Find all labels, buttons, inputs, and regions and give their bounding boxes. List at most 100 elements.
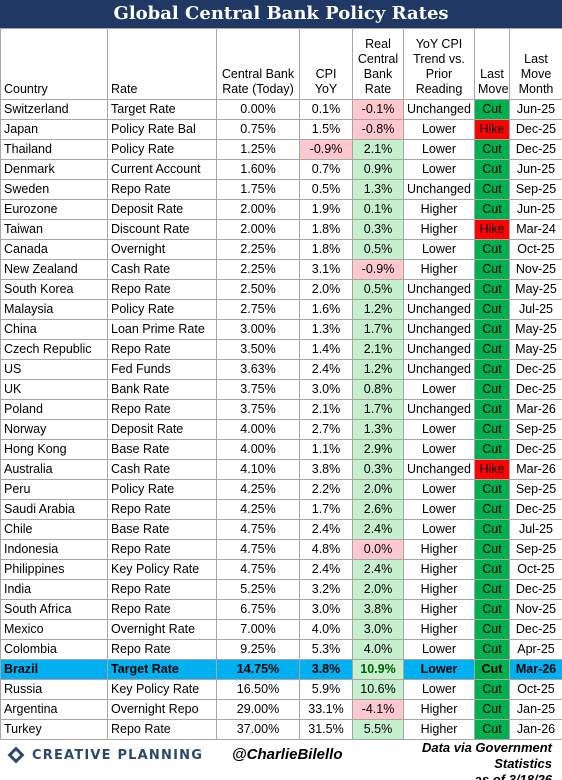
rates-table: Country Rate Central Bank Rate (Today) C…	[0, 28, 562, 740]
table-body: Switzerland Target Rate 0.00% 0.1% -0.1% Unch…	[0, 99, 562, 740]
real-rate-cell: 1.3%	[352, 179, 404, 200]
last-move-month-cell: Mar-26	[509, 659, 562, 680]
last-move-month-cell: Sep-25	[509, 479, 562, 500]
last-move-month-cell: May-25	[509, 279, 562, 300]
real-rate-cell: 2.4%	[352, 519, 404, 540]
cpi-trend-cell: Higher	[403, 619, 475, 640]
real-rate-cell: 2.6%	[352, 499, 404, 520]
last-move-cell: Cut	[474, 279, 510, 300]
cpi-trend-cell: Unchanged	[403, 399, 475, 420]
country-cell: Argentina	[0, 699, 108, 720]
last-move-cell: Cut	[474, 159, 510, 180]
last-move-cell: Cut	[474, 179, 510, 200]
country-cell: Philippines	[0, 559, 108, 580]
rate-name-cell: Policy Rate	[107, 299, 217, 320]
table-row: Thailand Policy Rate 1.25% -0.9% 2.1% Lower Cu…	[0, 139, 562, 160]
table-row: Saudi Arabia Repo Rate 4.25% 1.7% 2.6% Lower C…	[0, 499, 562, 520]
cpi-trend-cell: Unchanged	[403, 459, 475, 480]
country-cell: Peru	[0, 479, 108, 500]
last-move-cell: Cut	[474, 559, 510, 580]
last-move-cell: Cut	[474, 379, 510, 400]
country-cell: Sweden	[0, 179, 108, 200]
last-move-month-cell: Jun-25	[509, 159, 562, 180]
cpi-yoy-cell: 2.4%	[299, 559, 353, 580]
table-row: Hong Kong Base Rate 4.00% 1.1% 2.9% Lower Cut D…	[0, 439, 562, 460]
last-move-cell: Cut	[474, 659, 510, 680]
table-row: Philippines Key Policy Rate 4.75% 2.4% 2.4% H…	[0, 559, 562, 580]
cpi-trend-cell: Unchanged	[403, 319, 475, 340]
last-move-month-cell: Sep-25	[509, 419, 562, 440]
cpi-trend-cell: Lower	[403, 139, 475, 160]
rate-name-cell: Policy Rate	[107, 139, 217, 160]
author-handle: @CharlieBilello	[232, 746, 343, 763]
rate-name-cell: Fed Funds	[107, 359, 217, 380]
policy-rate-cell: 3.50%	[216, 339, 300, 360]
chart-title: Global Central Bank Policy Rates	[0, 0, 562, 28]
country-cell: China	[0, 319, 108, 340]
cpi-trend-cell: Lower	[403, 239, 475, 260]
real-rate-cell: 10.9%	[352, 659, 404, 680]
real-rate-cell: 0.0%	[352, 539, 404, 560]
last-move-cell: Cut	[474, 319, 510, 340]
rate-name-cell: Overnight Rate	[107, 619, 217, 640]
cpi-trend-cell: Lower	[403, 499, 475, 520]
cpi-trend-cell: Lower	[403, 639, 475, 660]
cpi-yoy-cell: 2.4%	[299, 359, 353, 380]
policy-rate-cell: 4.00%	[216, 419, 300, 440]
policy-rate-cell: 0.00%	[216, 99, 300, 120]
col-header: YoY CPI Trend vs. Prior Reading	[403, 28, 475, 100]
cpi-trend-cell: Lower	[403, 659, 475, 680]
table-row: Denmark Current Account 1.60% 0.7% 0.9% Lower…	[0, 159, 562, 180]
country-cell: Switzerland	[0, 99, 108, 120]
table-row: Chile Base Rate 4.75% 2.4% 2.4% Lower Cut Jul-2…	[0, 519, 562, 540]
real-rate-cell: 0.3%	[352, 459, 404, 480]
country-cell: Australia	[0, 459, 108, 480]
policy-rate-cell: 37.00%	[216, 719, 300, 740]
cpi-trend-cell: Unchanged	[403, 339, 475, 360]
cpi-trend-cell: Higher	[403, 199, 475, 220]
table-row: South Africa Repo Rate 6.75% 3.0% 3.8% Higher…	[0, 599, 562, 620]
table-row: Norway Deposit Rate 4.00% 2.7% 1.3% Lower Cut S…	[0, 419, 562, 440]
policy-rate-cell: 2.00%	[216, 219, 300, 240]
rate-name-cell: Repo Rate	[107, 539, 217, 560]
table-row: Japan Policy Rate Bal 0.75% 1.5% -0.8% Lower H…	[0, 119, 562, 140]
last-move-month-cell: Dec-25	[509, 119, 562, 140]
country-cell: Eurozone	[0, 199, 108, 220]
policy-rate-cell: 4.25%	[216, 499, 300, 520]
rate-name-cell: Repo Rate	[107, 399, 217, 420]
last-move-month-cell: Mar-26	[509, 459, 562, 480]
cpi-yoy-cell: 1.8%	[299, 219, 353, 240]
country-cell: Chile	[0, 519, 108, 540]
last-move-month-cell: Nov-25	[509, 259, 562, 280]
last-move-cell: Cut	[474, 419, 510, 440]
col-header: Real Central Bank Rate	[352, 28, 404, 100]
rate-name-cell: Repo Rate	[107, 639, 217, 660]
policy-rate-cell: 14.75%	[216, 659, 300, 680]
last-move-cell: Cut	[474, 579, 510, 600]
last-move-month-cell: Dec-25	[509, 139, 562, 160]
source-line: Data via Government Statistics	[421, 740, 552, 771]
policy-rate-cell: 4.75%	[216, 559, 300, 580]
cpi-yoy-cell: 1.6%	[299, 299, 353, 320]
col-header: Last Move Month	[509, 28, 562, 100]
last-move-month-cell: Sep-25	[509, 539, 562, 560]
cpi-trend-cell: Lower	[403, 159, 475, 180]
cpi-trend-cell: Higher	[403, 579, 475, 600]
source-note: Data via Government Statistics as of 3/1…	[362, 740, 552, 780]
country-cell: Colombia	[0, 639, 108, 660]
policy-rate-cell: 1.25%	[216, 139, 300, 160]
cpi-trend-cell: Unchanged	[403, 179, 475, 200]
real-rate-cell: 2.9%	[352, 439, 404, 460]
col-header: Last Move	[474, 28, 510, 100]
last-move-month-cell: Oct-25	[509, 559, 562, 580]
last-move-month-cell: Nov-25	[509, 599, 562, 620]
last-move-cell: Cut	[474, 239, 510, 260]
footer: CREATIVE PLANNING @CharlieBilello Data v…	[0, 733, 562, 780]
last-move-month-cell: May-25	[509, 339, 562, 360]
table-row: Australia Cash Rate 4.10% 3.8% 0.3% Unchanged…	[0, 459, 562, 480]
rate-name-cell: Repo Rate	[107, 179, 217, 200]
cpi-trend-cell: Unchanged	[403, 299, 475, 320]
last-move-cell: Cut	[474, 539, 510, 560]
table-row: Sweden Repo Rate 1.75% 0.5% 1.3% Unchanged Cut…	[0, 179, 562, 200]
rate-name-cell: Policy Rate	[107, 479, 217, 500]
